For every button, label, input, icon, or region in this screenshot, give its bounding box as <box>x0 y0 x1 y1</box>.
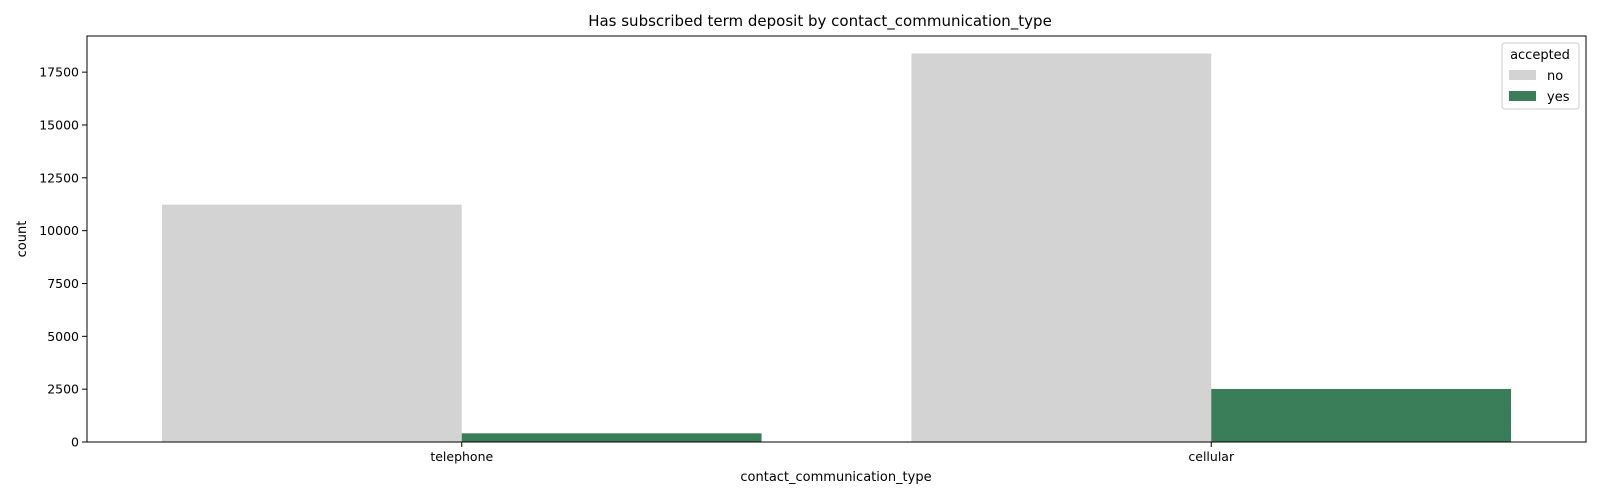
y-tick-label: 7500 <box>47 276 79 291</box>
y-tick-label: 2500 <box>47 382 79 397</box>
legend-swatch-no <box>1509 70 1536 80</box>
y-tick-label: 15000 <box>39 117 79 132</box>
legend: accepted no yes <box>1501 42 1580 110</box>
y-axis: 0 2500 5000 7500 10000 12500 15000 17500 <box>39 65 87 450</box>
x-tick-label: cellular <box>1188 449 1235 464</box>
x-axis: telephone cellular <box>430 442 1235 464</box>
y-tick-label: 12500 <box>39 170 79 185</box>
bars-group <box>161 53 1512 443</box>
plot-frame <box>86 35 1587 443</box>
chart-title: Has subscribed term deposit by contact_c… <box>588 12 1052 31</box>
y-tick-label: 5000 <box>47 329 79 344</box>
legend-label-no: no <box>1547 69 1563 84</box>
x-tick-label: telephone <box>430 449 493 464</box>
bar-cellular-no <box>911 53 1212 443</box>
bar-cellular-yes <box>1211 388 1512 442</box>
x-axis-label: contact_communication_type <box>740 470 931 485</box>
y-tick-label: 10000 <box>39 223 79 238</box>
legend-title: accepted <box>1510 48 1570 63</box>
legend-swatch-yes <box>1509 91 1536 101</box>
y-axis-label: count <box>15 221 30 258</box>
bar-telephone-no <box>161 204 462 442</box>
y-tick-label: 0 <box>71 435 79 450</box>
legend-label-yes: yes <box>1547 90 1570 105</box>
bar-telephone-yes <box>461 433 762 442</box>
y-tick-label: 17500 <box>39 65 79 80</box>
